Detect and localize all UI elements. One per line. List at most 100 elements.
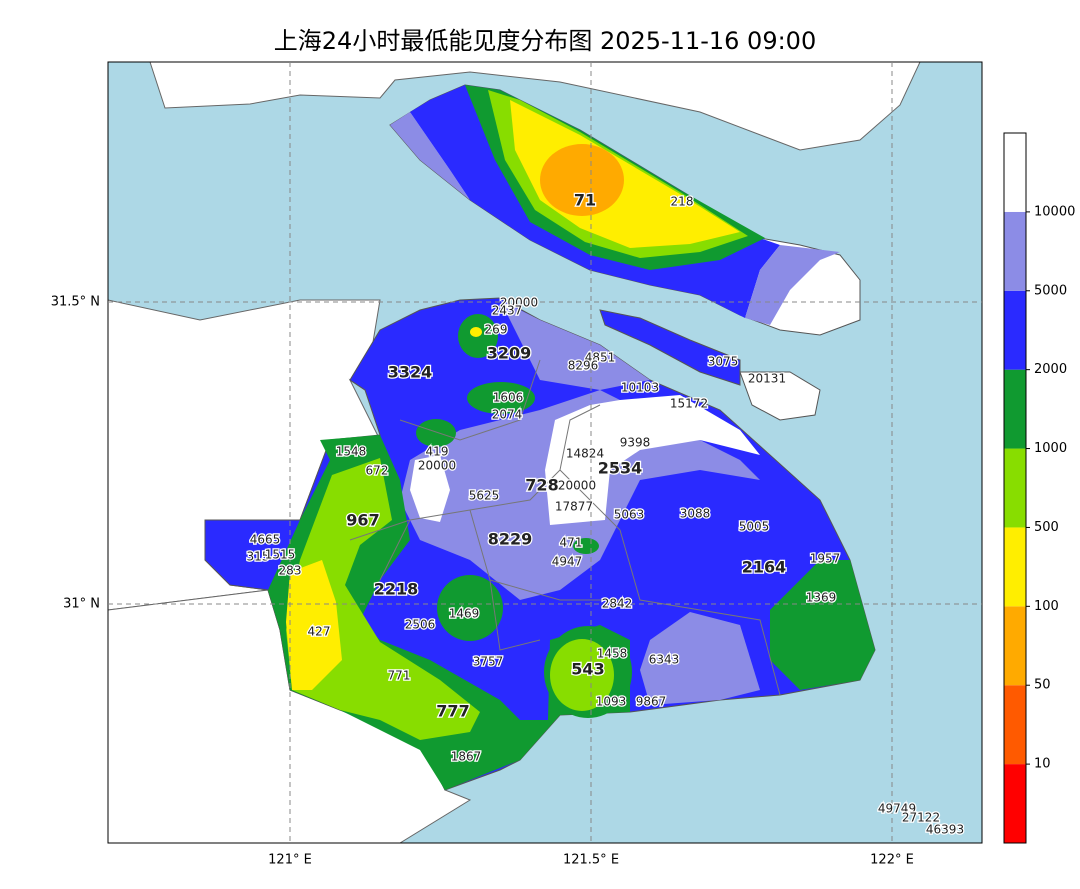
zone-5000: [640, 612, 760, 705]
zone-100: [286, 560, 342, 690]
station-label: 3075: [708, 355, 739, 369]
station-label: 17877: [555, 500, 593, 514]
station-label: 2842: [602, 597, 633, 611]
lat-tick-label: 31.5° N: [51, 295, 100, 310]
station-label: 9398: [620, 436, 651, 450]
colorbar-tick-label: 2000: [1034, 362, 1067, 377]
station-label: 4851: [585, 351, 616, 365]
station-label: 419: [426, 445, 449, 459]
station-label: 315: [247, 550, 270, 564]
station-label: 9867: [636, 695, 667, 709]
station-label: 5063: [614, 508, 645, 522]
station-label: 49749: [878, 802, 916, 816]
station-label: 2534: [598, 459, 643, 478]
station-label: 20000: [418, 459, 456, 473]
station-label: 283: [279, 564, 302, 578]
station-label: 3324: [388, 363, 433, 382]
colorbar-segment: [1004, 211, 1026, 291]
station-label: 672: [366, 464, 389, 478]
station-label: 3088: [680, 507, 711, 521]
colorbar-tick-label: 1000: [1034, 441, 1067, 456]
station-label: 1606: [493, 391, 524, 405]
colorbar-frame: [1003, 132, 1027, 844]
station-label: 5625: [469, 489, 500, 503]
zone-1000: [770, 560, 875, 690]
station-label: 728: [525, 476, 558, 495]
station-label: 4665: [250, 533, 281, 547]
lon-tick-label: 121.5° E: [563, 853, 619, 868]
zone-5000: [390, 112, 470, 200]
zone-500: [286, 458, 480, 740]
lon-tick-label: 121° E: [268, 853, 312, 868]
station-label: 771: [388, 669, 411, 683]
zone-1000: [416, 419, 456, 447]
station-label: 777: [436, 702, 469, 721]
station-label: 2506: [405, 618, 436, 632]
colorbar-tick-label: 100: [1034, 599, 1059, 614]
zone-1000: [573, 538, 599, 554]
district-borders: [349, 359, 781, 696]
colorbar-segment: [1004, 369, 1026, 449]
colorbar-tick-label: 5000: [1034, 283, 1067, 298]
station-label: 218: [671, 195, 694, 209]
station-label: 8229: [488, 530, 533, 549]
zone-500: [550, 639, 614, 711]
map-area: [108, 62, 982, 843]
map-title: 上海24小时最低能见度分布图 2025-11-16 09:00: [274, 27, 816, 55]
station-label: 20131: [748, 372, 786, 386]
north-bank: [108, 62, 921, 151]
station-label: 1515: [265, 548, 296, 562]
station-label: 2164: [742, 558, 787, 577]
station-label: 3209: [487, 344, 532, 363]
station-label: 1458: [597, 647, 628, 661]
station-label: 1548: [336, 445, 367, 459]
station-label: 1469: [449, 607, 480, 621]
changxing: [599, 309, 741, 386]
hengsha: [739, 371, 821, 421]
colorbar-tick-label: 10000: [1034, 204, 1075, 219]
zone-5000: [745, 245, 840, 325]
station-label: 20000: [500, 296, 538, 310]
colorbar-segment: [1004, 448, 1026, 528]
station-label: 14824: [566, 447, 604, 461]
colorbar-segment: [1004, 606, 1026, 686]
map-frame: [107, 61, 983, 844]
station-label: 269: [485, 323, 508, 337]
station-label: 2218: [374, 580, 419, 599]
station-label: 1957: [810, 552, 841, 566]
station-label: 27122: [902, 811, 940, 825]
zone-10000: [545, 395, 760, 525]
colorbar-segment: [1004, 764, 1026, 843]
station-label: 3757: [473, 655, 504, 669]
station-label: 10103: [621, 381, 659, 395]
station-label: 8296: [568, 359, 599, 373]
station-label: 5005: [739, 520, 770, 534]
station-label: 2437: [492, 304, 523, 318]
zone-50: [540, 144, 624, 216]
station-label: 4947: [552, 555, 583, 569]
station-label: 1093: [596, 695, 627, 709]
station-label: 967: [346, 511, 379, 530]
colorbar-tick-label: 10: [1034, 757, 1051, 772]
station-label: 427: [308, 625, 331, 639]
station-label: 6343: [649, 653, 680, 667]
station-label: 1369: [806, 591, 837, 605]
station-label: 71: [574, 191, 596, 210]
colorbar-tick-label: 50: [1034, 678, 1051, 693]
zone-100: [470, 327, 482, 337]
lat-tick-label: 31° N: [63, 597, 100, 612]
station-label: 1867: [451, 750, 482, 764]
station-label: 46393: [926, 823, 964, 837]
station-label: 543: [571, 660, 604, 679]
lon-tick-label: 122° E: [870, 853, 914, 868]
colorbar-segment: [1004, 685, 1026, 765]
station-label: 20000: [558, 479, 596, 493]
zone-1000: [437, 575, 503, 641]
station-label: 471: [560, 536, 583, 550]
zone-10000: [410, 455, 450, 522]
colorbar-segment: [1004, 290, 1026, 370]
station-label: 2074: [492, 408, 523, 422]
colorbar-tick-label: 500: [1034, 520, 1059, 535]
colorbar-segment: [1004, 133, 1026, 212]
